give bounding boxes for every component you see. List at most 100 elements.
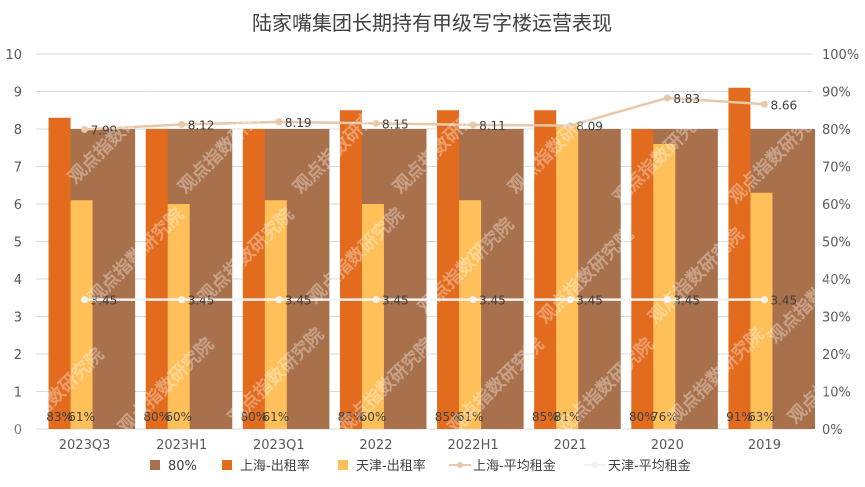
y-left-tick-label: 3: [14, 311, 22, 326]
label-tianjin-rent: 3.45: [770, 294, 797, 308]
label-shanghai-occupancy: 91%: [726, 410, 753, 424]
bar-tianjin-occupancy: [361, 204, 384, 429]
point-tianjin-rent: [81, 296, 89, 304]
y-left-tick-label: 5: [14, 236, 22, 251]
label-tianjin-occupancy: 61%: [262, 410, 289, 424]
y-right-tick-label: 40%: [822, 273, 851, 288]
label-shanghai-rent: 8.19: [285, 116, 312, 130]
legend-label: 上海-出租率: [240, 458, 310, 474]
label-shanghai-occupancy: 85%: [338, 410, 365, 424]
y-right-tick-label: 50%: [822, 236, 851, 251]
label-shanghai-occupancy: 83%: [46, 410, 73, 424]
label-tianjin-occupancy: 61%: [457, 410, 484, 424]
y-left-tick-label: 8: [14, 123, 22, 138]
legend-swatch: [222, 460, 232, 470]
label-tianjin-rent: 3.45: [382, 294, 409, 308]
label-shanghai-occupancy: 85%: [435, 410, 462, 424]
point-tianjin-rent: [178, 296, 186, 304]
bar-shanghai-occupancy: [534, 110, 557, 429]
label-tianjin-occupancy: 63%: [748, 410, 775, 424]
label-shanghai-rent: 8.12: [188, 119, 215, 133]
bar-shanghai-occupancy: [145, 129, 168, 429]
label-tianjin-rent: 3.45: [479, 294, 506, 308]
point-shanghai-rent: [275, 118, 283, 126]
bar-tianjin-occupancy: [264, 200, 287, 429]
bar-shanghai-occupancy: [437, 110, 460, 429]
y-right-tick-label: 30%: [822, 311, 851, 326]
point-tianjin-rent: [469, 296, 477, 304]
chart-title: 陆家嘴集团长期持有甲级写字楼运营表现: [252, 11, 612, 35]
bar-shanghai-occupancy: [242, 129, 265, 429]
bars: [48, 87, 815, 429]
y-left-tick-label: 6: [14, 198, 22, 213]
label-shanghai-rent: 8.15: [382, 117, 409, 131]
legend-label: 天津-平均租金: [608, 458, 691, 474]
point-shanghai-rent: [178, 121, 186, 128]
bar-tianjin-occupancy: [653, 144, 676, 429]
bar-tianjin-occupancy: [459, 200, 482, 429]
point-shanghai-rent: [663, 94, 671, 102]
x-tick-label: 2019: [748, 438, 781, 453]
label-shanghai-rent: 8.11: [479, 119, 506, 133]
legend-label: 80%: [168, 459, 197, 474]
point-tianjin-rent: [275, 296, 283, 304]
label-tianjin-rent: 3.45: [673, 294, 700, 308]
label-tianjin-occupancy: 61%: [68, 410, 95, 424]
y-left-tick-label: 2: [14, 348, 22, 363]
label-tianjin-rent: 3.45: [188, 294, 215, 308]
y-right-tick-label: 0%: [822, 423, 843, 438]
legend-label: 天津-出租率: [356, 458, 426, 474]
legend-swatch: [457, 462, 463, 468]
y-left-tick-label: 4: [14, 273, 22, 288]
y-right-tick-label: 100%: [822, 48, 859, 63]
point-shanghai-rent: [81, 125, 89, 133]
point-tianjin-rent: [566, 296, 574, 304]
label-tianjin-rent: 3.45: [576, 294, 603, 308]
legend: 80% 上海-出租率 天津-出租率 上海-平均租金 天津-平均租金: [150, 458, 691, 474]
bar-shanghai-occupancy: [339, 110, 362, 429]
bar-tianjin-occupancy: [70, 200, 93, 429]
label-tianjin-occupancy: 60%: [360, 410, 387, 424]
label-tianjin-occupancy: 76%: [651, 410, 678, 424]
label-shanghai-rent: 8.83: [673, 92, 700, 106]
data-labels: 83%61% 80%60% 80%61% 85%60% 85%61% 85%81% 80%7…: [46, 92, 797, 424]
point-tianjin-rent: [760, 296, 768, 304]
y-left-tick-label: 9: [14, 86, 22, 101]
x-tick-label: 2022H1: [447, 438, 498, 453]
x-tick-label: 2023Q1: [253, 438, 305, 453]
label-tianjin-rent: 3.45: [91, 294, 118, 308]
y-right-tick-label: 20%: [822, 348, 851, 363]
label-tianjin-occupancy: 60%: [165, 410, 192, 424]
x-tick-label: 2023H1: [156, 438, 207, 453]
lines: [81, 94, 768, 304]
point-tianjin-rent: [663, 296, 671, 304]
y-left-tick-label: 7: [14, 161, 22, 176]
bar-tianjin-occupancy: [556, 125, 579, 429]
legend-swatch: [338, 460, 348, 470]
bar-shanghai-occupancy: [48, 117, 71, 429]
bar-tianjin-occupancy: [167, 204, 190, 429]
bar-tianjin-occupancy: [750, 192, 773, 429]
legend-label: 上海-平均租金: [473, 458, 556, 474]
x-tick-label: 2022: [359, 438, 392, 453]
y-left-tick-label: 1: [14, 386, 22, 401]
line-shanghai-rent: [84, 96, 765, 131]
label-shanghai-rent: 8.66: [770, 98, 797, 112]
label-shanghai-occupancy: 80%: [143, 410, 170, 424]
x-tick-label: 2021: [554, 438, 587, 453]
y-right-tick-label: 60%: [822, 198, 851, 213]
y-left-tick-label: 10: [5, 48, 22, 63]
legend-swatch: [150, 460, 160, 470]
y-right-tick-label: 80%: [822, 123, 851, 138]
label-shanghai-occupancy: 80%: [629, 410, 656, 424]
y-right-tick-label: 90%: [822, 86, 851, 101]
bar-shanghai-occupancy: [728, 87, 751, 429]
point-shanghai-rent: [760, 100, 768, 108]
point-tianjin-rent: [372, 296, 380, 304]
label-shanghai-rent: 7.99: [91, 123, 118, 137]
axes: 0123456789100%10%20%30%40%50%60%70%80%90…: [5, 48, 859, 453]
point-shanghai-rent: [566, 122, 574, 130]
y-right-tick-label: 70%: [822, 161, 851, 176]
label-shanghai-rent: 8.09: [576, 120, 603, 134]
